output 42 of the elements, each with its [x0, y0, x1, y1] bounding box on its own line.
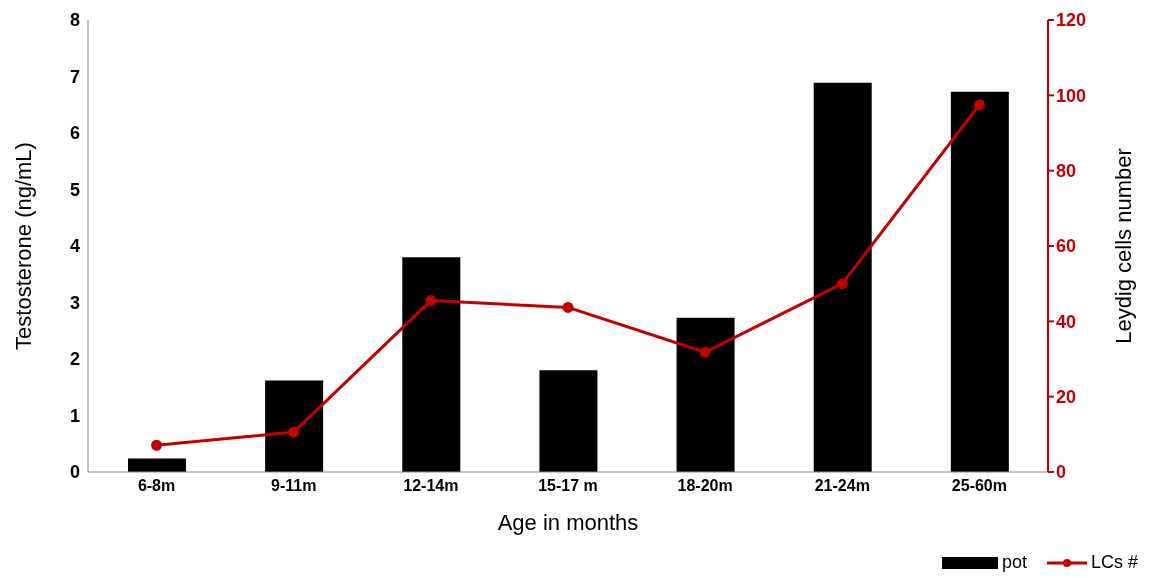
bar — [676, 317, 735, 472]
y2-axis-title: Leydig cells number — [1110, 148, 1136, 344]
x-tick-label: 9-11m — [271, 477, 317, 495]
bar — [128, 458, 186, 472]
x-axis-title: Age in months — [497, 510, 639, 535]
point — [836, 278, 848, 290]
point — [288, 426, 300, 438]
y-tick-label: 6 — [69, 123, 80, 144]
x-tick-label: 25-60m — [951, 477, 1008, 495]
point — [562, 301, 574, 313]
y-tick-label: 4 — [69, 236, 80, 257]
point — [425, 295, 437, 307]
bar — [402, 257, 461, 472]
y2-tick-label: 100 — [1056, 85, 1087, 106]
y2-tick-label: 20 — [1056, 387, 1077, 408]
y2-tick-label: 120 — [1056, 10, 1087, 31]
bar — [539, 370, 598, 472]
x-tick-label: 6-8m — [137, 477, 176, 495]
bar — [950, 91, 1009, 472]
y-axis-title: Testosterone (ng/mL) — [10, 142, 36, 350]
point — [151, 439, 163, 451]
y-tick-label: 7 — [69, 66, 80, 87]
x-tick-label: 12-14m — [403, 477, 459, 495]
x-tick-label: 21-24m — [814, 477, 870, 495]
bar — [265, 380, 324, 472]
y2-tick-label: 0 — [1056, 462, 1067, 483]
x-tick-label: 15-17 m — [538, 477, 598, 495]
y2-tick-label: 40 — [1056, 311, 1077, 332]
legend-label: LCs # — [1090, 552, 1138, 573]
y-tick-label: 1 — [69, 405, 80, 426]
y-tick-label: 0 — [69, 462, 80, 483]
y-tick-label: 8 — [69, 10, 80, 31]
legend-label: pot — [1001, 552, 1027, 573]
y-tick-label: 2 — [69, 349, 80, 370]
y-tick-label: 5 — [69, 179, 80, 200]
y2-tick-label: 80 — [1056, 161, 1077, 182]
x-tick-label: 18-20m — [677, 477, 733, 495]
bar — [813, 82, 872, 472]
y-tick-label: 3 — [69, 292, 80, 313]
point — [973, 99, 985, 111]
y2-tick-label: 60 — [1056, 236, 1077, 257]
point — [699, 346, 711, 358]
